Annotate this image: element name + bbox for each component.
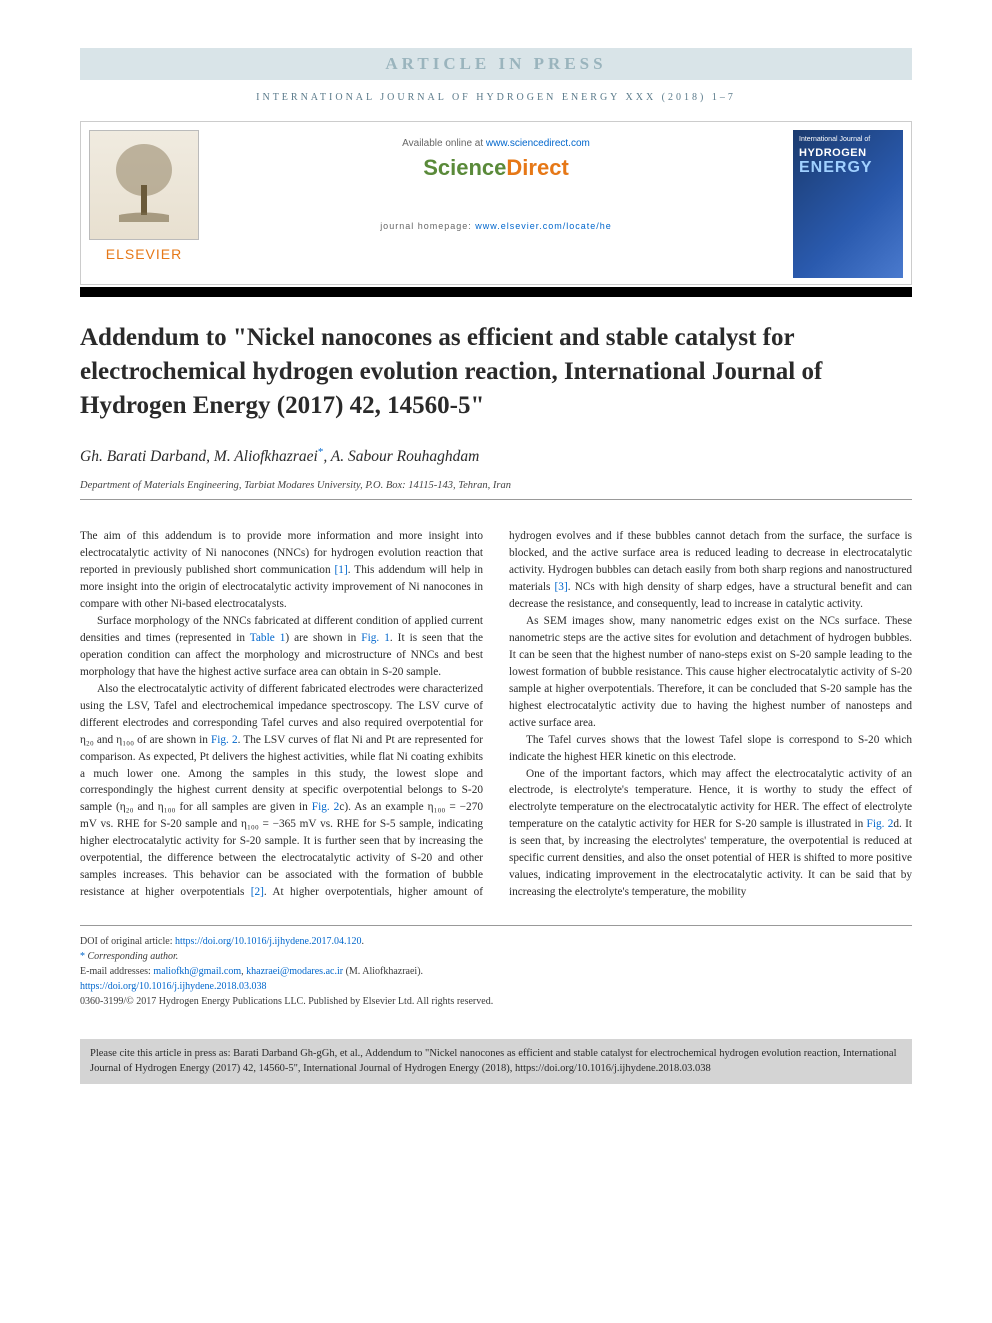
citation-box: Please cite this article in press as: Ba… <box>80 1039 912 1084</box>
elsevier-logo: ELSEVIER <box>89 130 199 278</box>
paragraph-5: The Tafel curves shows that the lowest T… <box>509 732 912 766</box>
copyright-line: 0360-3199/© 2017 Hydrogen Energy Publica… <box>80 994 912 1009</box>
cover-hydrogen: HYDROGEN <box>799 147 897 159</box>
authors-pre-star: Gh. Barati Darband, M. Aliofkhazraei <box>80 448 318 465</box>
journal-reference: INTERNATIONAL JOURNAL OF HYDROGEN ENERGY… <box>80 92 912 103</box>
ref-2-link[interactable]: [2] <box>251 886 264 898</box>
sd-direct: Direct <box>506 155 568 180</box>
authors-line: Gh. Barati Darband, M. Aliofkhazraei*, A… <box>80 446 912 466</box>
fig-2-link[interactable]: Fig. 2 <box>211 734 238 746</box>
sciencedirect-logo: ScienceDirect <box>211 155 781 181</box>
article-body: The aim of this addendum is to provide m… <box>80 528 912 901</box>
email-1-link[interactable]: maliofkh@gmail.com <box>153 966 241 977</box>
corresponding-author-line: * Corresponding author. <box>80 949 912 964</box>
ref-1-link[interactable]: [1] <box>335 564 348 576</box>
homepage-prefix: journal homepage: <box>380 221 475 231</box>
doi-original-line: DOI of original article: https://doi.org… <box>80 934 912 949</box>
page-container: ARTICLE IN PRESS INTERNATIONAL JOURNAL O… <box>0 0 992 1029</box>
cover-subtitle: International Journal of <box>799 136 897 143</box>
elsevier-text: ELSEVIER <box>89 246 199 262</box>
fig-2d-link[interactable]: Fig. 2 <box>867 818 894 830</box>
doi-link[interactable]: https://doi.org/10.1016/j.ijhydene.2018.… <box>80 981 266 992</box>
fig-2c-link[interactable]: Fig. 2 <box>312 801 340 813</box>
paragraph-4: As SEM images show, many nanometric edge… <box>509 613 912 732</box>
authors-post-star: , A. Sabour Rouhaghdam <box>323 448 479 465</box>
table-1-link[interactable]: Table 1 <box>250 632 286 644</box>
article-title: Addendum to "Nickel nanocones as efficie… <box>80 321 912 422</box>
paragraph-2: Surface morphology of the NNCs fabricate… <box>80 613 483 681</box>
elsevier-tree-icon <box>89 130 199 240</box>
affiliation: Department of Materials Engineering, Tar… <box>80 480 912 491</box>
header-center: Available online at www.sciencedirect.co… <box>211 138 781 231</box>
cover-energy: ENERGY <box>799 159 897 177</box>
email-line: E-mail addresses: maliofkh@gmail.com, kh… <box>80 964 912 979</box>
email-2-link[interactable]: khazraei@modares.ac.ir <box>246 966 343 977</box>
footnote-star-icon: * <box>80 951 88 962</box>
ref-3-link[interactable]: [3] <box>555 581 568 593</box>
separator-line <box>80 499 912 500</box>
header-box: ELSEVIER Available online at www.science… <box>80 121 912 285</box>
article-in-press-banner: ARTICLE IN PRESS <box>80 48 912 80</box>
fig-1-link[interactable]: Fig. 1 <box>361 632 390 644</box>
available-prefix: Available online at <box>402 138 486 149</box>
journal-homepage-text: journal homepage: www.elsevier.com/locat… <box>211 221 781 231</box>
paragraph-1: The aim of this addendum is to provide m… <box>80 528 483 613</box>
black-separator-bar <box>80 287 912 297</box>
available-online-text: Available online at www.sciencedirect.co… <box>211 138 781 149</box>
sd-science: Science <box>423 155 506 180</box>
footer: DOI of original article: https://doi.org… <box>80 925 912 1009</box>
sciencedirect-link[interactable]: www.sciencedirect.com <box>486 138 590 149</box>
doi-line: https://doi.org/10.1016/j.ijhydene.2018.… <box>80 979 912 994</box>
doi-original-link[interactable]: https://doi.org/10.1016/j.ijhydene.2017.… <box>175 936 361 947</box>
paragraph-6: One of the important factors, which may … <box>509 766 912 902</box>
journal-homepage-link[interactable]: www.elsevier.com/locate/he <box>475 221 612 231</box>
journal-cover: International Journal of HYDROGEN ENERGY <box>793 130 903 278</box>
